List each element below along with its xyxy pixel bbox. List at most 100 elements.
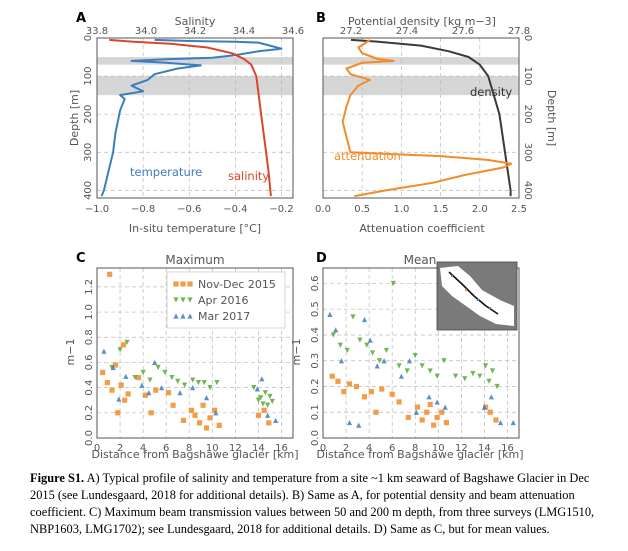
data-point-mar-2017	[481, 404, 488, 410]
x-tick-label: 2	[117, 443, 123, 454]
data-point-nov-dec-2015	[197, 420, 203, 426]
data-point-apr-2016	[350, 314, 356, 320]
data-point-mar-2017	[356, 422, 362, 428]
data-point-apr-2016	[207, 385, 213, 391]
panel-a-temperature-annotation: temperature	[130, 165, 202, 179]
y-tick-label: 0.6	[84, 354, 95, 370]
data-point-apr-2016	[383, 347, 390, 354]
legend-marker	[187, 313, 193, 319]
legend-marker	[187, 281, 193, 287]
inset-map	[436, 261, 518, 331]
panel-a: 0 100 200 300 400 −1.0 −0.8 −0.6 −0.4 −0.2 33.8 34.…	[68, 11, 304, 235]
data-point-nov-dec-2015	[493, 417, 499, 423]
data-point-mar-2017	[203, 395, 210, 401]
panel-d-title: Mean	[404, 253, 437, 267]
data-point-mar-2017	[177, 390, 183, 396]
panel-b-label: B	[316, 11, 326, 26]
data-point-nov-dec-2015	[188, 407, 195, 413]
data-point-apr-2016	[369, 350, 376, 356]
data-point-apr-2016	[427, 368, 433, 374]
bottom-tick-label: −0.2	[269, 204, 293, 215]
data-point-nov-dec-2015	[100, 369, 106, 376]
data-point-mar-2017	[123, 373, 129, 379]
bottom-tick-label: 0.5	[354, 204, 370, 215]
inset-map-station	[464, 288, 468, 292]
data-point-mar-2017	[213, 410, 219, 416]
panel-d-label: D	[316, 251, 327, 266]
data-point-apr-2016	[337, 342, 343, 348]
x-tick-label: 14	[252, 443, 265, 454]
panel-d-y-axis-label: m−1	[290, 339, 303, 366]
data-point-apr-2016	[344, 347, 350, 354]
data-point-mar-2017	[381, 358, 387, 364]
y-tick-label: 100	[522, 67, 533, 86]
data-point-apr-2016	[412, 352, 418, 359]
data-point-nov-dec-2015	[192, 412, 198, 418]
x-tick-label: 6	[163, 443, 169, 454]
y-tick-label: 0.4	[310, 327, 321, 343]
top-tick-label: 27.2	[340, 26, 362, 37]
data-point-mar-2017	[116, 396, 122, 402]
bottom-tick-label: 1.5	[433, 204, 449, 215]
data-point-apr-2016	[477, 373, 483, 379]
y-tick-label: 400	[83, 181, 94, 200]
data-point-nov-dec-2015	[115, 410, 121, 416]
data-point-apr-2016	[364, 342, 370, 348]
data-point-mar-2017	[497, 419, 504, 426]
inset-map-station	[488, 306, 492, 310]
data-point-nov-dec-2015	[329, 373, 335, 379]
bottom-tick-label: 2.0	[472, 204, 488, 215]
x-tick-label: 6	[389, 443, 395, 454]
data-point-apr-2016	[190, 377, 196, 383]
panel-a-label: A	[76, 11, 86, 26]
data-point-nov-dec-2015	[341, 389, 347, 395]
bottom-tick-label: −1.0	[85, 204, 109, 215]
legend-marker	[173, 281, 179, 287]
panel-b-frame	[322, 37, 520, 199]
depth-band-0	[323, 57, 519, 65]
data-point-mar-2017	[413, 409, 419, 415]
data-point-apr-2016	[452, 373, 459, 379]
data-point-apr-2016	[175, 378, 181, 384]
legend-entry-apr-2016: Apr 2016	[198, 294, 249, 307]
data-point-apr-2016	[214, 379, 220, 386]
panel-b-bottom-axis-label: Attenuation coefficient	[359, 222, 485, 235]
data-point-apr-2016	[434, 373, 440, 379]
top-tick-label: 27.8	[508, 26, 530, 37]
depth-band-1	[323, 76, 519, 96]
data-point-apr-2016	[419, 363, 425, 369]
data-point-nov-dec-2015	[405, 414, 411, 420]
data-point-mar-2017	[139, 382, 145, 388]
data-point-mar-2017	[265, 412, 271, 418]
y-tick-label: 0.2	[310, 379, 321, 395]
panel-c: 0 2 4 6 8 10 12 14 16 0.0 0.2 0.4 0.6 0.8 1.0 1.2 C Max…	[64, 251, 299, 461]
data-point-nov-dec-2015	[212, 407, 218, 413]
top-tick-label: 34.4	[233, 26, 255, 37]
data-point-nov-dec-2015	[361, 394, 368, 400]
data-point-mar-2017	[510, 419, 516, 426]
y-tick-label: 1.2	[84, 279, 95, 295]
y-tick-label: 300	[83, 143, 94, 162]
data-point-nov-dec-2015	[153, 387, 159, 393]
legend-box	[166, 271, 286, 329]
data-point-mar-2017	[367, 337, 373, 343]
x-tick-label: 16	[275, 443, 288, 454]
legend-marker	[180, 313, 186, 319]
data-point-nov-dec-2015	[135, 374, 142, 381]
data-point-nov-dec-2015	[170, 402, 176, 408]
y-tick-label: 0	[522, 35, 533, 41]
panel-b-top-axis-label: Potential density [kg m−3]	[348, 15, 496, 28]
y-tick-label: 400	[522, 181, 533, 200]
data-point-mar-2017	[254, 386, 260, 392]
data-point-nov-dec-2015	[414, 404, 421, 410]
y-tick-label: 1.0	[84, 304, 95, 320]
panel-d: 0 2 4 6 8 10 12 14 16 0.0 0.1 0.2 0.3 0.4 0.5 0.6 D Mea…	[290, 251, 524, 461]
x-tick-label: 2	[343, 443, 349, 454]
data-point-apr-2016	[376, 358, 383, 364]
data-point-apr-2016	[195, 379, 202, 386]
data-point-apr-2016	[251, 385, 257, 391]
panel-c-frame	[96, 267, 294, 439]
density-line	[350, 38, 512, 197]
data-point-nov-dec-2015	[125, 391, 131, 397]
attenuation-line	[341, 39, 513, 198]
